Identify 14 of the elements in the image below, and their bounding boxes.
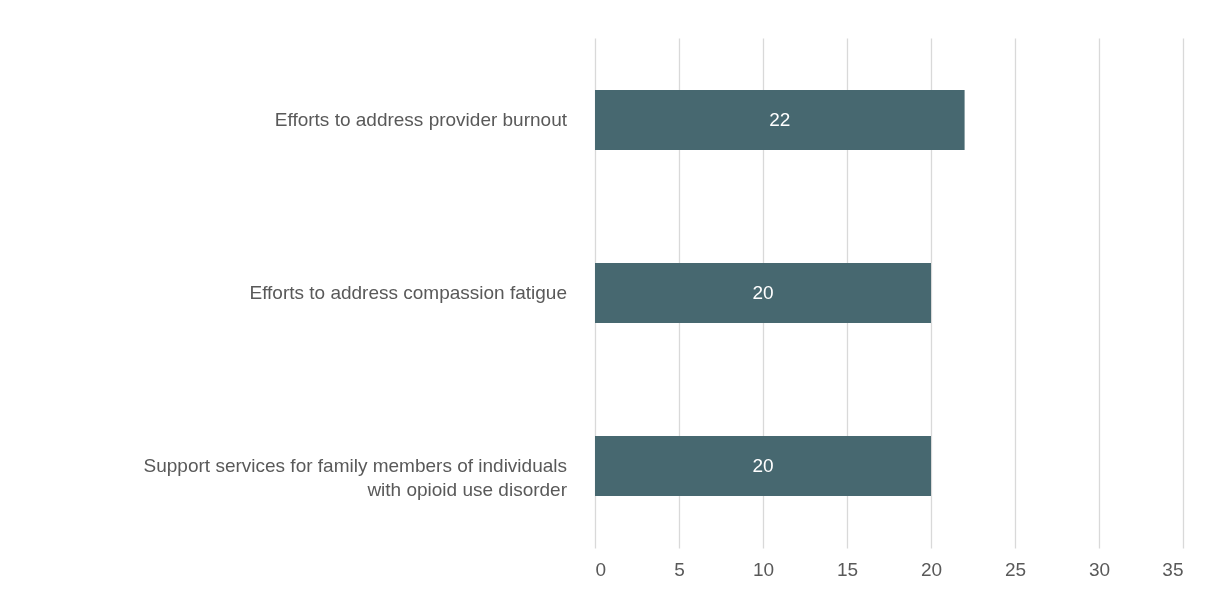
y-tick-label: Efforts to address provider burnout (274, 109, 568, 131)
y-tick-label: Support services for family members of individuals with opioid use disorder (143, 454, 568, 500)
x-tick-label: 5 (674, 558, 685, 580)
x-tick-label: 0 (595, 558, 607, 580)
x-tick-label: 10 (752, 558, 775, 580)
x-tick-label: 30 (1088, 558, 1111, 580)
x-tick-label: 15 (836, 558, 859, 580)
data-label: 20 (752, 454, 774, 476)
y-tick-label: Efforts to address compassion fatigue (249, 282, 567, 303)
x-tick-label: 35 (1162, 558, 1184, 580)
data-label: 20 (752, 282, 774, 303)
x-tick-label: 20 (920, 558, 943, 580)
x-tick-label: 25 (1004, 558, 1027, 580)
data-label: 22 (769, 109, 791, 131)
